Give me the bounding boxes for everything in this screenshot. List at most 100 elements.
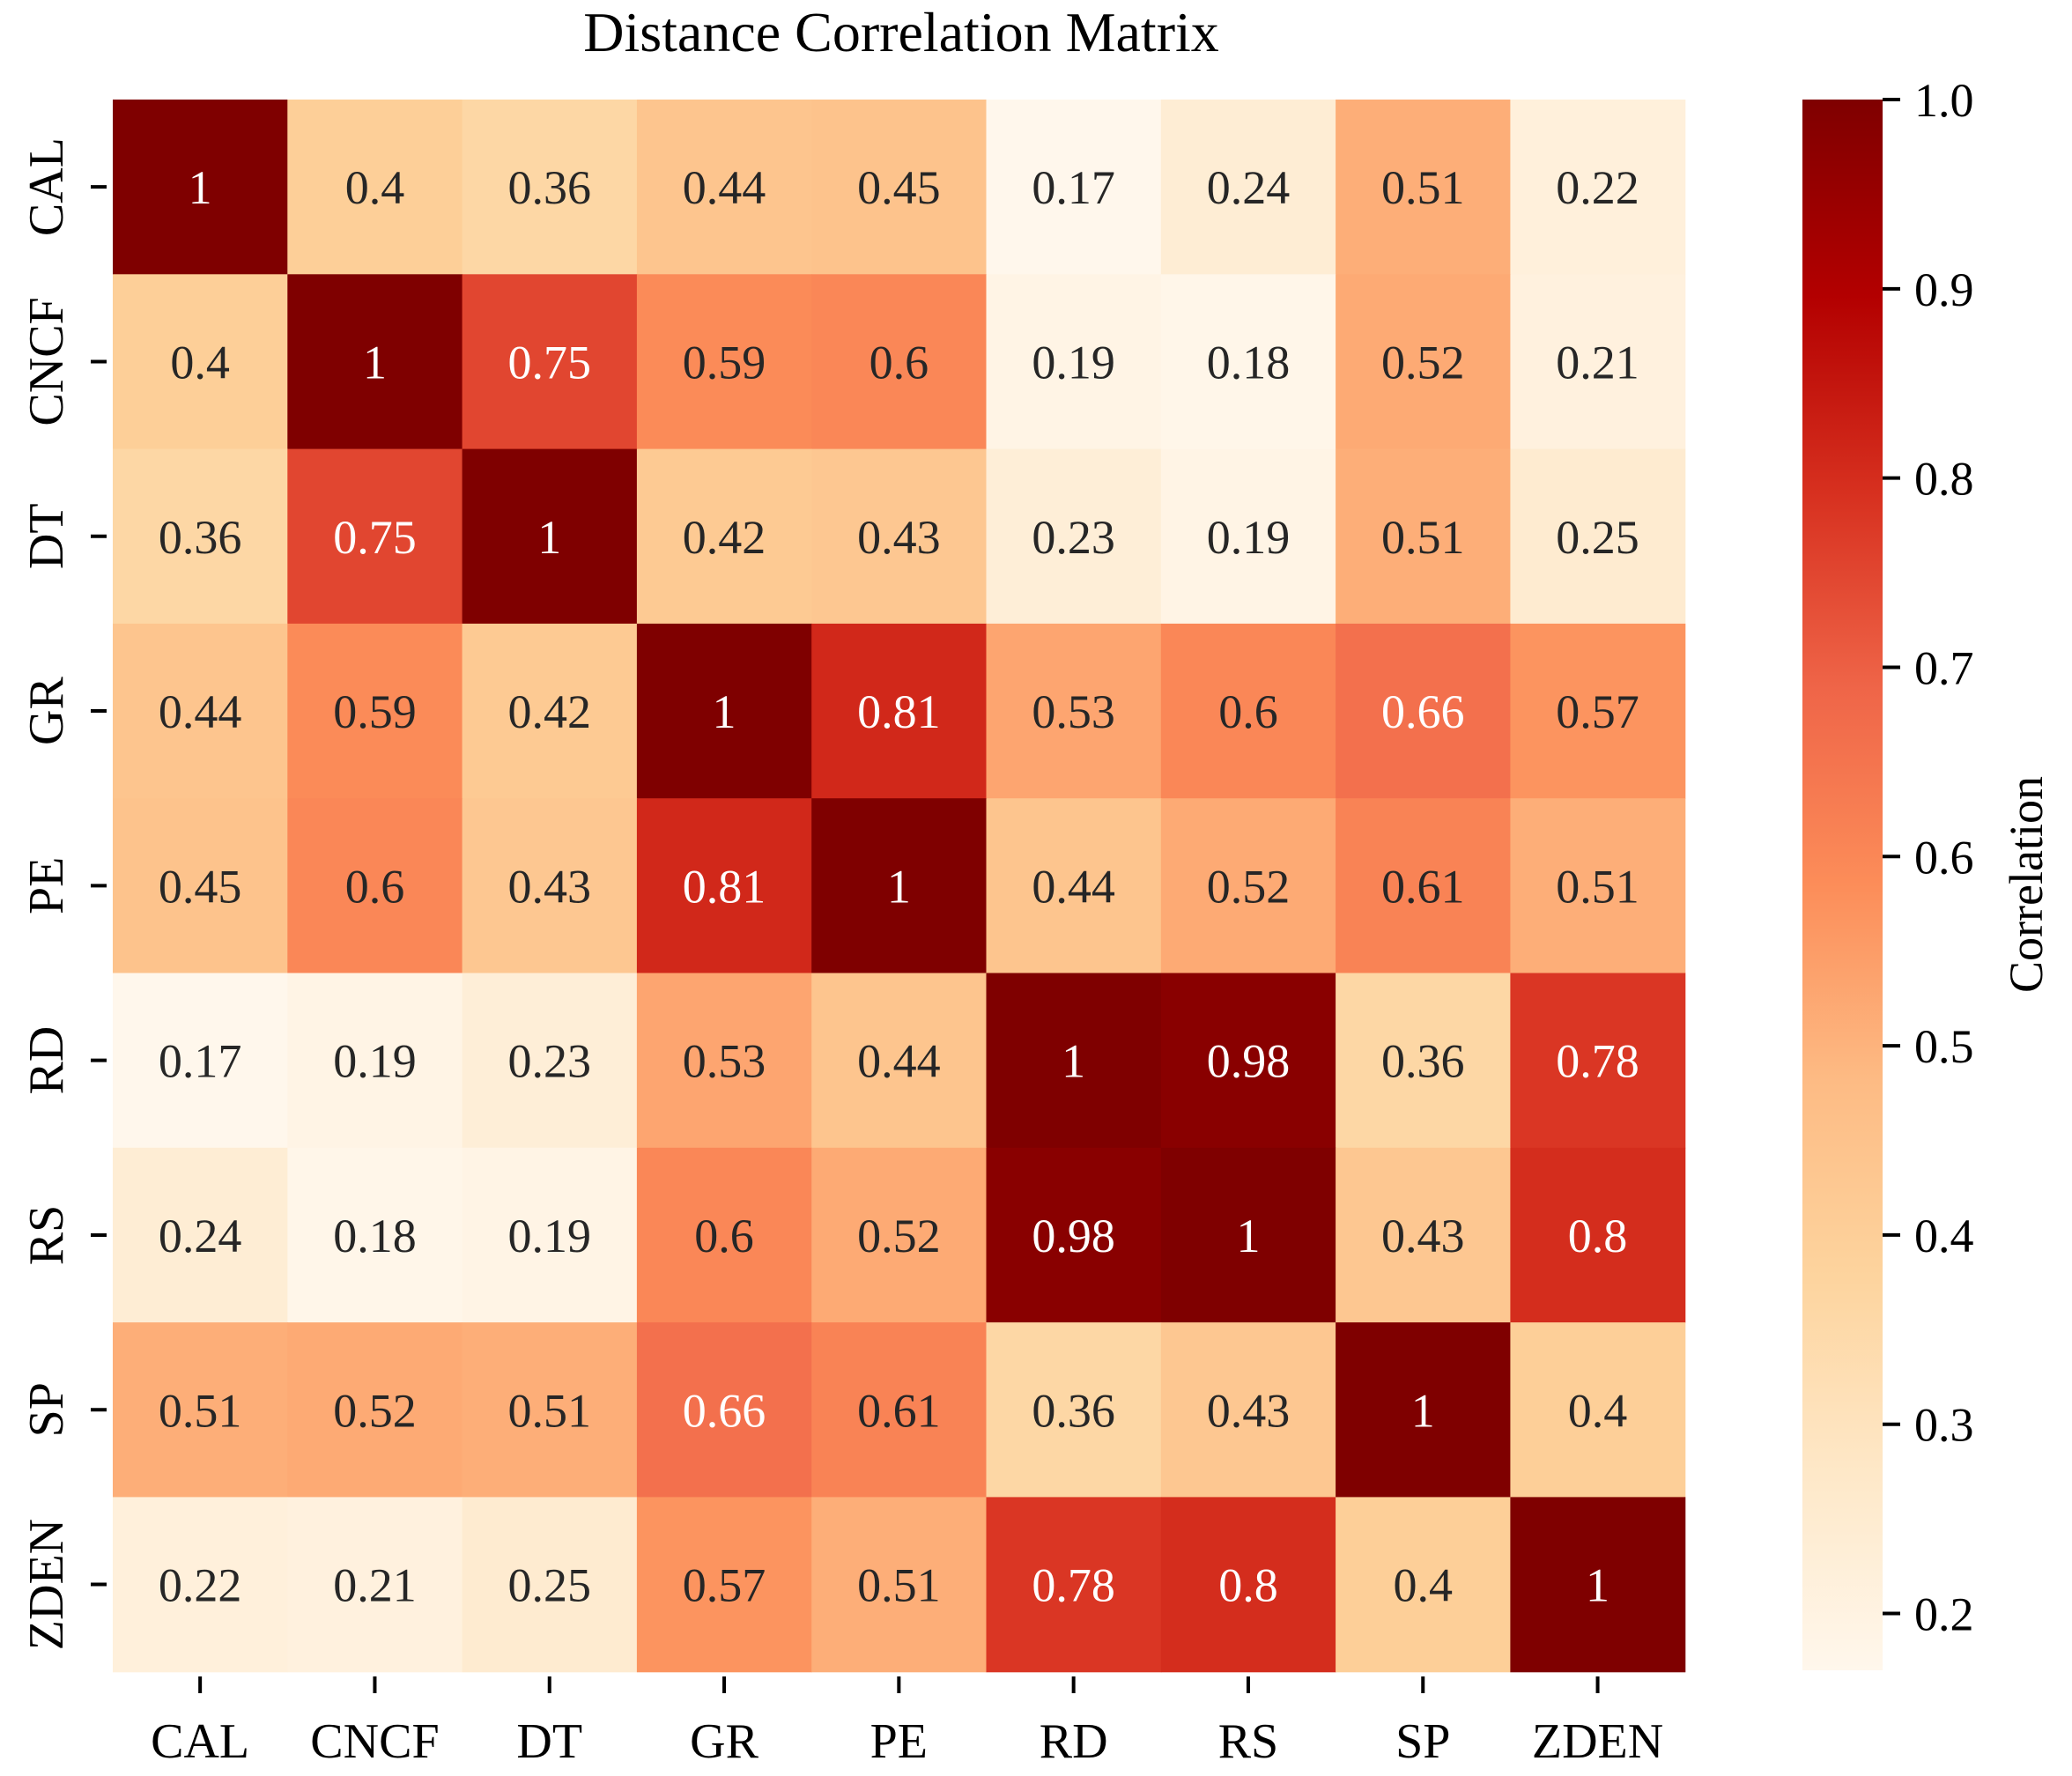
heatmap-cell-GR-RS: [1160, 623, 1336, 799]
cell-value-label: 0.51: [1381, 511, 1465, 564]
heatmap-cell-RD-CNCF: [287, 973, 463, 1149]
cell-value-label: 0.25: [508, 1559, 592, 1612]
heatmap-cell-RS-GR: [636, 1147, 812, 1323]
x-tick-label: GR: [690, 1714, 758, 1769]
cell-value-label: 0.24: [1207, 161, 1291, 214]
heatmap-cell-SP-DT: [462, 1322, 638, 1498]
y-tick-label: PE: [19, 857, 74, 914]
heatmap-cell-RD-DT: [462, 973, 638, 1149]
y-tick-label: ZDEN: [19, 1519, 74, 1650]
cell-value-label: 0.44: [857, 1035, 941, 1088]
x-tick-label: CNCF: [310, 1714, 439, 1769]
cell-value-label: 0.36: [1032, 1384, 1115, 1437]
heatmap-cell-RD-ZDEN: [1510, 973, 1686, 1149]
heatmap-cell-RS-SP: [1336, 1147, 1511, 1323]
cell-value-label: 0.21: [333, 1559, 417, 1612]
cell-value-label: 0.19: [508, 1210, 592, 1262]
cell-value-label: 0.66: [1381, 685, 1465, 738]
y-tick-label: GR: [19, 677, 74, 745]
heatmap-cell-CAL-GR: [636, 100, 812, 275]
cell-value-label: 0.51: [159, 1384, 242, 1437]
heatmap-cell-SP-CNCF: [287, 1322, 463, 1498]
heatmap-cell-PE-SP: [1336, 798, 1511, 974]
cell-value-label: 0.42: [683, 511, 766, 564]
heatmap-cell-RD-GR: [636, 973, 812, 1149]
cell-value-label: 1: [887, 860, 911, 913]
heatmap-cell-ZDEN-PE: [811, 1497, 988, 1673]
heatmap-cell-RD-PE: [811, 973, 988, 1149]
heatmap-cell-CAL-PE: [811, 100, 988, 275]
heatmap-cell-CAL-CNCF: [287, 100, 463, 275]
heatmap-cell-CNCF-CNCF: [287, 274, 463, 450]
heatmap-cell-GR-GR: [636, 623, 812, 799]
heatmap-cell-SP-CAL: [113, 1322, 288, 1498]
heatmap-cell-RD-RS: [1160, 973, 1336, 1149]
cell-value-label: 0.24: [159, 1210, 242, 1262]
cell-value-label: 1: [363, 336, 387, 388]
colorbar: 0.2 0.3 0.4 0.5 0.6 0.7 0.8 0.9 1.0 Correlation: [1802, 74, 2053, 1670]
colorbar-tick-label: 0.7: [1914, 641, 1974, 694]
heatmap-cell-PE-CNCF: [287, 798, 463, 974]
heatmap-cell-RS-ZDEN: [1510, 1147, 1686, 1323]
heatmap-cell-CNCF-DT: [462, 274, 638, 450]
cell-value-label: 0.45: [159, 860, 242, 913]
cell-value-label: 0.51: [1556, 860, 1639, 913]
cell-value-label: 0.51: [1381, 161, 1465, 214]
heatmap-cell-PE-ZDEN: [1510, 798, 1686, 974]
cell-value-label: 0.43: [857, 511, 941, 564]
heatmap-cell-ZDEN-CAL: [113, 1497, 288, 1673]
heatmap-cell-CAL-SP: [1336, 100, 1511, 275]
x-tick-label: ZDEN: [1532, 1714, 1663, 1769]
y-tick-label: CNCF: [19, 297, 74, 426]
colorbar-gradient: [1802, 100, 1883, 1670]
cell-value-label: 0.98: [1032, 1210, 1115, 1262]
x-tick-label: RS: [1218, 1714, 1279, 1769]
cell-value-label: 0.51: [857, 1559, 941, 1612]
y-tick-label: RS: [19, 1205, 74, 1266]
cell-value-label: 0.4: [1394, 1559, 1454, 1612]
heatmap-cell-GR-CNCF: [287, 623, 463, 799]
cell-value-label: 0.44: [683, 161, 766, 214]
colorbar-tick-label: 0.6: [1914, 831, 1974, 884]
heatmap-cell-RD-CAL: [113, 973, 288, 1149]
y-tick-label: RD: [19, 1026, 74, 1095]
cell-value-label: 0.4: [345, 161, 405, 214]
heatmap-cell-ZDEN-CNCF: [287, 1497, 463, 1673]
heatmap-cell-GR-SP: [1336, 623, 1511, 799]
cell-value-label: 0.17: [1032, 161, 1115, 214]
cell-value-label: 0.53: [683, 1035, 766, 1088]
heatmap-cell-GR-ZDEN: [1510, 623, 1686, 799]
cell-value-label: 0.21: [1556, 336, 1639, 388]
cell-value-label: 0.59: [683, 336, 766, 388]
heatmap-cell-PE-RD: [986, 798, 1162, 974]
cell-value-label: 0.8: [1218, 1559, 1278, 1612]
colorbar-tick-label: 1.0: [1914, 74, 1974, 127]
heatmap-cell-SP-SP: [1336, 1322, 1511, 1498]
heatmap-cell-PE-RS: [1160, 798, 1336, 974]
heatmap-cell-CAL-CAL: [113, 100, 288, 275]
heatmap-cell-ZDEN-SP: [1336, 1497, 1511, 1673]
heatmap-cell-ZDEN-GR: [636, 1497, 812, 1673]
heatmap-cell-CAL-RS: [1160, 100, 1336, 275]
heatmap-cell-RS-DT: [462, 1147, 638, 1323]
cell-value-label: 0.44: [159, 685, 242, 738]
heatmap-cell-CNCF-SP: [1336, 274, 1511, 450]
heatmap-cell-ZDEN-RS: [1160, 1497, 1336, 1673]
heatmap-cell-RS-CNCF: [287, 1147, 463, 1323]
cell-value-label: 0.59: [333, 685, 417, 738]
cell-value-label: 0.57: [683, 1559, 766, 1612]
cell-value-label: 0.19: [333, 1035, 417, 1088]
colorbar-tick-label: 0.4: [1914, 1210, 1974, 1262]
heatmap-cell-CAL-RD: [986, 100, 1162, 275]
heatmap-cell-GR-RD: [986, 623, 1162, 799]
cell-value-label: 0.22: [159, 1559, 242, 1612]
heatmap-cell-DT-ZDEN: [1510, 448, 1686, 625]
heatmap-cell-RS-CAL: [113, 1147, 288, 1323]
cell-value-label: 0.44: [1032, 860, 1115, 913]
heatmap-cell-CNCF-GR: [636, 274, 812, 450]
colorbar-tick-label: 0.2: [1914, 1588, 1974, 1641]
cell-value-label: 0.78: [1032, 1559, 1115, 1612]
heatmap-cell-CAL-ZDEN: [1510, 100, 1686, 275]
heatmap-cell-RD-SP: [1336, 973, 1511, 1149]
cell-value-label: 0.18: [1207, 336, 1291, 388]
